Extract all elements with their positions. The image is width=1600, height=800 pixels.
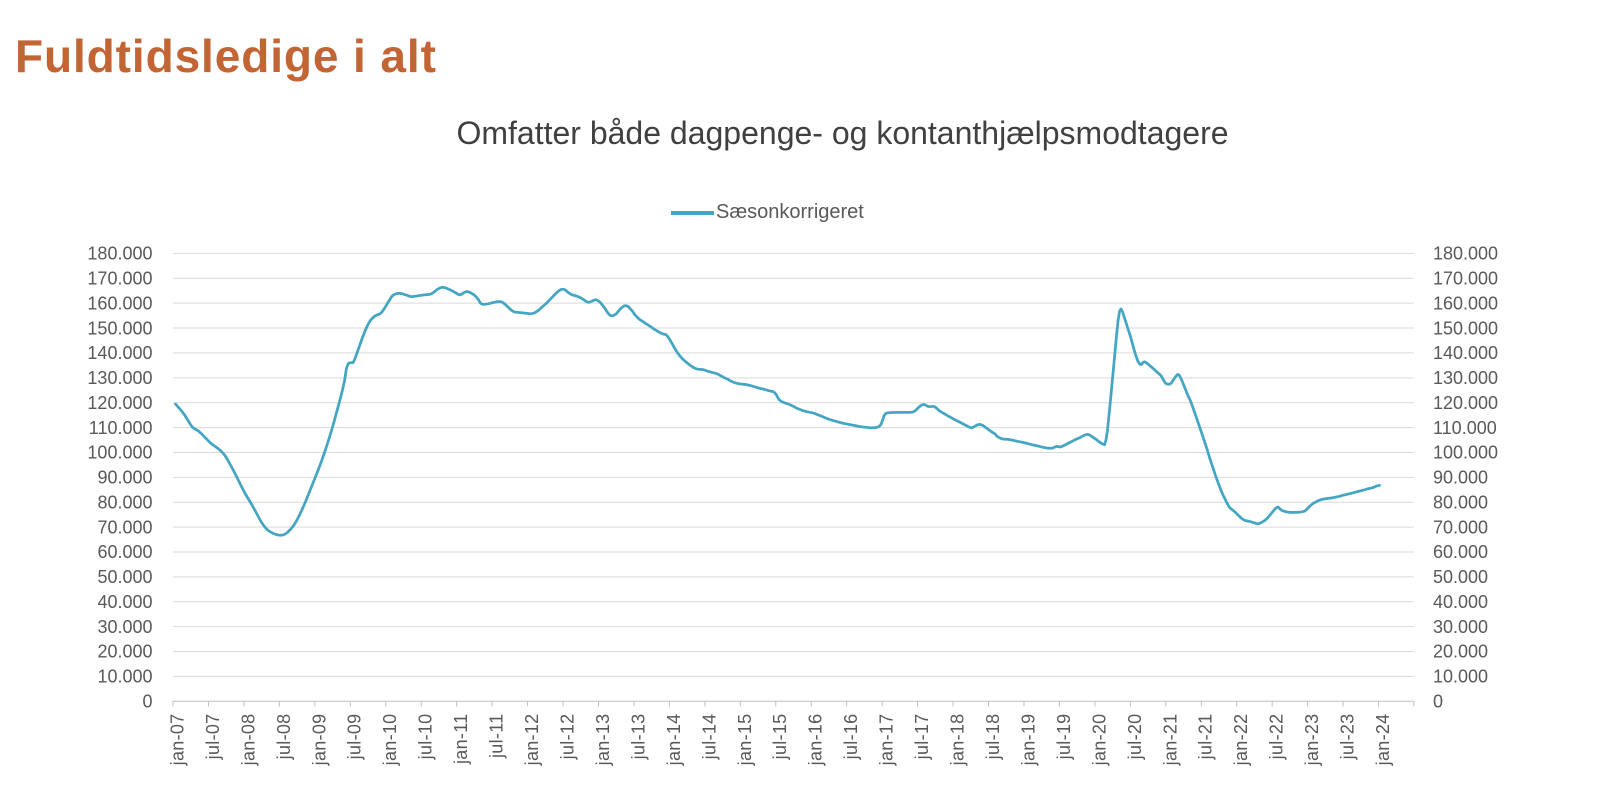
svg-text:170.000: 170.000 [87, 268, 152, 288]
svg-text:jan-19: jan-19 [1018, 714, 1038, 767]
svg-text:jul-22: jul-22 [1267, 714, 1287, 761]
svg-text:jul-10: jul-10 [416, 714, 436, 761]
svg-text:170.000: 170.000 [1433, 268, 1498, 288]
svg-text:10.000: 10.000 [97, 667, 152, 687]
svg-text:jul-13: jul-13 [628, 714, 648, 761]
svg-text:jul-20: jul-20 [1125, 714, 1145, 761]
svg-text:jan-18: jan-18 [948, 714, 968, 767]
svg-text:jan-14: jan-14 [664, 714, 684, 767]
svg-text:jan-07: jan-07 [167, 714, 187, 767]
svg-text:140.000: 140.000 [1433, 343, 1498, 363]
svg-text:80.000: 80.000 [1433, 492, 1488, 512]
svg-text:jan-22: jan-22 [1231, 714, 1251, 767]
svg-text:40.000: 40.000 [1433, 592, 1488, 612]
svg-text:30.000: 30.000 [1433, 617, 1488, 637]
svg-text:150.000: 150.000 [1433, 318, 1498, 338]
svg-text:jan-23: jan-23 [1302, 714, 1322, 767]
svg-text:jan-09: jan-09 [309, 714, 329, 767]
svg-text:100.000: 100.000 [87, 443, 152, 463]
svg-text:130.000: 130.000 [1433, 368, 1498, 388]
svg-text:110.000: 110.000 [1433, 418, 1497, 438]
svg-text:jan-21: jan-21 [1160, 714, 1180, 767]
svg-text:110.000: 110.000 [89, 418, 153, 438]
svg-text:180.000: 180.000 [1433, 244, 1498, 264]
svg-text:jul-17: jul-17 [912, 714, 932, 761]
svg-text:60.000: 60.000 [97, 542, 152, 562]
svg-text:jul-16: jul-16 [841, 714, 861, 761]
svg-text:160.000: 160.000 [87, 293, 152, 313]
svg-text:120.000: 120.000 [1433, 393, 1498, 413]
svg-text:70.000: 70.000 [1433, 517, 1488, 537]
svg-text:jul-07: jul-07 [203, 714, 223, 761]
svg-text:jul-08: jul-08 [274, 714, 294, 761]
svg-text:50.000: 50.000 [1433, 567, 1488, 587]
svg-text:140.000: 140.000 [87, 343, 152, 363]
svg-text:jan-24: jan-24 [1373, 714, 1393, 767]
svg-text:jan-16: jan-16 [806, 714, 826, 767]
svg-text:10.000: 10.000 [1433, 667, 1488, 687]
svg-text:0: 0 [1433, 692, 1443, 712]
svg-text:jul-19: jul-19 [1054, 714, 1074, 761]
svg-text:0: 0 [142, 692, 152, 712]
svg-text:jul-09: jul-09 [345, 714, 365, 761]
svg-text:jul-11: jul-11 [487, 714, 507, 760]
svg-text:20.000: 20.000 [1433, 642, 1488, 662]
svg-text:80.000: 80.000 [97, 492, 152, 512]
svg-text:jan-17: jan-17 [877, 714, 897, 767]
svg-text:130.000: 130.000 [87, 368, 152, 388]
svg-text:jul-18: jul-18 [983, 714, 1003, 761]
svg-text:jan-12: jan-12 [522, 714, 542, 767]
svg-text:jan-20: jan-20 [1089, 714, 1109, 767]
svg-text:100.000: 100.000 [1433, 443, 1498, 463]
svg-text:jan-11: jan-11 [451, 714, 471, 766]
svg-text:jan-13: jan-13 [593, 714, 613, 767]
svg-text:160.000: 160.000 [1433, 293, 1498, 313]
svg-text:60.000: 60.000 [1433, 542, 1488, 562]
svg-text:180.000: 180.000 [87, 244, 152, 264]
svg-text:70.000: 70.000 [97, 517, 152, 537]
svg-text:90.000: 90.000 [1433, 468, 1488, 488]
svg-text:jan-10: jan-10 [380, 714, 400, 767]
svg-text:150.000: 150.000 [87, 318, 152, 338]
svg-text:jul-14: jul-14 [699, 714, 719, 761]
svg-text:20.000: 20.000 [97, 642, 152, 662]
svg-text:jan-08: jan-08 [238, 714, 258, 767]
svg-text:jul-21: jul-21 [1196, 714, 1216, 761]
svg-text:jan-15: jan-15 [735, 714, 755, 767]
svg-text:50.000: 50.000 [97, 567, 152, 587]
svg-text:40.000: 40.000 [97, 592, 152, 612]
svg-text:jul-12: jul-12 [557, 714, 577, 761]
svg-text:120.000: 120.000 [87, 393, 152, 413]
svg-text:90.000: 90.000 [97, 468, 152, 488]
svg-text:jul-15: jul-15 [770, 714, 790, 761]
svg-text:jul-23: jul-23 [1338, 714, 1358, 761]
svg-text:30.000: 30.000 [97, 617, 152, 637]
